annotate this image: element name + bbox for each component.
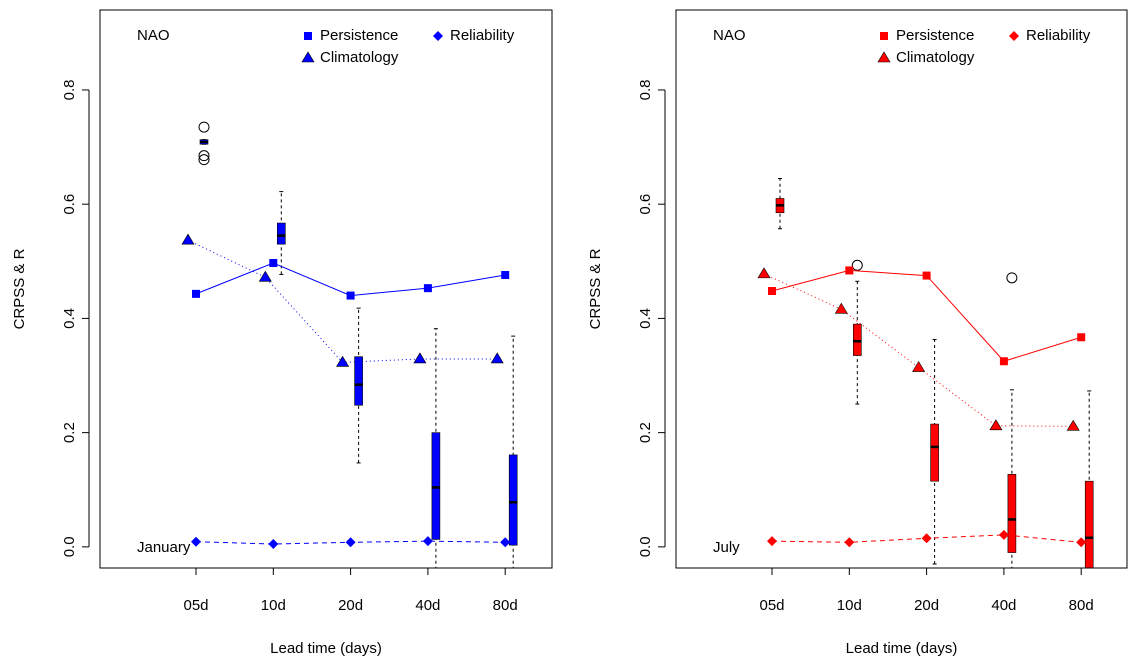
x-tick-label: 80d <box>493 597 518 614</box>
plot-area <box>757 177 1094 568</box>
box <box>852 323 862 356</box>
point <box>1076 537 1087 548</box>
box <box>276 222 286 245</box>
legend-marker <box>301 51 315 63</box>
x-tick-label: 20d <box>338 597 363 614</box>
x-tick-label: 20d <box>914 597 939 614</box>
legend-marker <box>880 32 888 40</box>
x-tick-label: 40d <box>415 597 440 614</box>
panel-title: NAO <box>713 27 746 44</box>
outlier <box>198 154 210 166</box>
box <box>930 423 939 482</box>
y-tick-label: 0.4 <box>637 308 654 329</box>
annotation: January <box>137 539 191 556</box>
series-line <box>195 262 506 297</box>
point <box>998 529 1009 540</box>
point <box>1077 333 1086 342</box>
panel: 0.0 0.2 0.4 0.6 0.8 05d 10d 20d 40d 80d CRPSS & R L… <box>587 9 1128 657</box>
legend-label: Persistence <box>896 27 974 44</box>
panel: 0.0 0.2 0.4 0.6 0.8 05d 10d 20d 40d 80d CRPSS & R L… <box>11 9 553 657</box>
box <box>508 454 518 546</box>
point <box>844 537 855 548</box>
outlier <box>1006 272 1018 284</box>
point <box>989 419 1003 431</box>
point <box>999 357 1008 366</box>
outlier <box>198 150 210 162</box>
outlier <box>198 121 210 133</box>
point <box>845 266 854 275</box>
y-axis-label: CRPSS & R <box>587 248 604 329</box>
legend-marker <box>304 32 312 40</box>
point <box>500 537 511 548</box>
y-tick-label: 0.8 <box>61 80 78 101</box>
y-tick-label: 0.2 <box>637 422 654 443</box>
point <box>1066 419 1080 431</box>
point <box>269 259 278 268</box>
point <box>413 352 427 364</box>
box <box>1007 474 1017 553</box>
point <box>268 539 279 550</box>
y-tick-label: 0.0 <box>637 536 654 557</box>
legend-label: Climatology <box>320 49 399 66</box>
point <box>336 355 350 367</box>
y-tick-label: 0.6 <box>61 194 78 215</box>
point <box>423 284 432 293</box>
point <box>921 533 932 544</box>
series-line <box>187 239 498 363</box>
legend-label: Climatology <box>896 49 975 66</box>
point <box>345 537 356 548</box>
legend-label: Reliability <box>1026 27 1091 44</box>
legend-marker <box>1009 31 1019 41</box>
y-tick-label: 0.0 <box>61 536 78 557</box>
x-axis-label: Lead time (days) <box>846 640 958 657</box>
point <box>181 233 195 245</box>
point <box>922 271 931 280</box>
y-tick-label: 0.6 <box>637 194 654 215</box>
legend-marker <box>877 51 891 63</box>
point <box>912 360 926 372</box>
point <box>346 291 355 300</box>
legend-label: Reliability <box>450 27 515 44</box>
box <box>1084 480 1094 568</box>
legend-marker <box>433 31 443 41</box>
point <box>834 302 848 314</box>
x-axis-label: Lead time (days) <box>270 640 382 657</box>
point <box>757 267 771 279</box>
panel-title: NAO <box>137 27 170 44</box>
x-tick-label: 10d <box>837 597 862 614</box>
point <box>191 536 201 547</box>
annotation: July <box>713 539 740 556</box>
plot-frame <box>99 9 553 569</box>
plot-area <box>181 121 518 568</box>
point <box>192 289 200 298</box>
y-tick-label: 0.2 <box>61 422 78 443</box>
point <box>258 270 272 282</box>
point <box>490 352 504 364</box>
legend-label: Persistence <box>320 27 398 44</box>
y-axis-label: CRPSS & R <box>11 248 28 329</box>
x-tick-label: 05d <box>183 597 208 614</box>
series-line <box>771 269 1082 362</box>
box <box>431 432 441 540</box>
x-tick-label: 10d <box>261 597 286 614</box>
x-tick-label: 05d <box>759 597 784 614</box>
plot-frame <box>675 9 1128 569</box>
outlier <box>851 259 863 271</box>
x-tick-label: 40d <box>991 597 1016 614</box>
point <box>768 286 776 295</box>
x-tick-label: 80d <box>1069 597 1094 614</box>
y-tick-label: 0.8 <box>637 80 654 101</box>
point <box>501 271 510 280</box>
series-line <box>763 273 1074 427</box>
y-tick-label: 0.4 <box>61 308 78 329</box>
point <box>422 536 433 547</box>
box <box>354 356 363 406</box>
point <box>767 536 777 547</box>
